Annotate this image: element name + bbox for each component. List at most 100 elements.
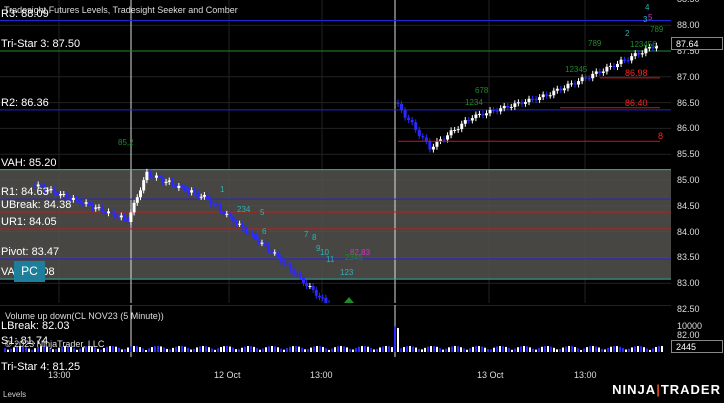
volume-bar xyxy=(607,347,609,352)
volume-bar xyxy=(604,349,606,352)
candle-body xyxy=(228,213,232,217)
volume-bar xyxy=(235,349,237,352)
volume-bar xyxy=(358,346,360,352)
volume-bar xyxy=(178,346,180,352)
candle-body xyxy=(424,137,428,142)
volume-bar xyxy=(481,346,483,352)
candle-body xyxy=(534,98,538,100)
volume-bar xyxy=(103,348,105,352)
candle-body xyxy=(196,192,200,197)
pc-button[interactable]: PC xyxy=(14,261,45,282)
candle-body xyxy=(186,190,190,193)
candle-body xyxy=(129,212,133,222)
volume-bar xyxy=(205,346,207,352)
candle-body xyxy=(580,77,584,82)
volume-bar xyxy=(292,346,294,352)
volume-bar xyxy=(280,348,282,352)
volume-bar xyxy=(10,348,12,352)
candle-body xyxy=(460,123,464,130)
candle-body xyxy=(266,244,270,251)
candle-body xyxy=(396,102,400,104)
candle-body xyxy=(626,60,630,62)
price-tick: 87.50 xyxy=(677,46,700,56)
volume-bar xyxy=(382,346,384,352)
volume-bar xyxy=(475,346,477,352)
level-label: UBreak: 84.38 xyxy=(1,198,72,211)
candle-body xyxy=(167,180,171,182)
chart-title: Tradesight Futures Levels, Tradesight Se… xyxy=(4,5,238,15)
candle-body xyxy=(68,198,72,200)
candle-body xyxy=(552,90,556,96)
volume-bar xyxy=(223,346,225,352)
volume-bar xyxy=(301,347,303,352)
candle-body xyxy=(308,286,312,288)
candle-body xyxy=(190,190,194,193)
candle-body xyxy=(545,94,549,96)
annotation-label: 8 xyxy=(658,131,664,142)
volume-bar xyxy=(307,349,309,352)
volume-last-tag: 2445 xyxy=(671,340,723,353)
volume-bar xyxy=(400,348,402,352)
candle-body xyxy=(298,274,302,277)
volume-bar xyxy=(526,346,528,352)
candle-body xyxy=(598,71,602,73)
volume-bar xyxy=(136,346,138,352)
volume-bar xyxy=(385,346,387,352)
volume-bar xyxy=(28,348,30,352)
candle-body xyxy=(295,274,299,276)
volume-bar xyxy=(196,347,198,352)
candle-body xyxy=(428,141,432,150)
volume-bar xyxy=(52,349,54,352)
volume-bar xyxy=(442,349,444,352)
tab-levels[interactable]: Levels xyxy=(3,390,27,399)
seeker-count: 3 xyxy=(643,15,648,24)
candle-body xyxy=(202,195,206,197)
candle-body xyxy=(502,105,506,109)
candle-body xyxy=(516,102,520,104)
seeker-count: 678 xyxy=(475,86,489,95)
seeker-count: 7 xyxy=(304,230,309,239)
volume-bar xyxy=(577,348,579,352)
volume-bar xyxy=(493,347,495,352)
volume-bar xyxy=(388,346,390,352)
volume-bar xyxy=(106,346,108,352)
volume-bar xyxy=(343,346,345,352)
volume-panel[interactable] xyxy=(0,305,671,357)
seeker-count: 85,2 xyxy=(118,138,134,147)
volume-bar xyxy=(352,349,354,352)
candle-body xyxy=(154,175,158,178)
time-label: 13:00 xyxy=(310,370,333,380)
price-tick: 82.00 xyxy=(677,329,700,340)
candle-body xyxy=(94,207,98,209)
volume-bar xyxy=(490,349,492,352)
candle-body xyxy=(467,120,471,122)
volume-bar xyxy=(586,347,588,352)
volume-bar xyxy=(544,346,546,352)
volume-bar xyxy=(94,347,96,352)
candle-body xyxy=(566,83,570,89)
candle-body xyxy=(456,129,460,131)
volume-bar xyxy=(244,346,246,352)
candle-body xyxy=(417,129,421,137)
seeker-count: 789 xyxy=(650,25,664,34)
candle-body xyxy=(170,180,174,185)
candle-body xyxy=(587,78,591,80)
brand-logo: NINJA|TRADER xyxy=(612,382,721,397)
volume-bar xyxy=(277,347,279,352)
volume-bar xyxy=(424,347,426,352)
seeker-count: 4 xyxy=(645,3,650,12)
volume-bar xyxy=(175,346,177,352)
volume-bar xyxy=(295,346,297,352)
candle-body xyxy=(199,196,203,198)
candle-body xyxy=(302,276,305,283)
volume-bar xyxy=(652,348,654,352)
price-axis[interactable] xyxy=(671,0,724,357)
volume-bar xyxy=(298,346,300,352)
volume-bar xyxy=(202,346,204,352)
candle-body xyxy=(206,195,210,200)
volume-bar xyxy=(316,346,318,352)
volume-bar xyxy=(478,346,480,352)
candle-body xyxy=(276,252,280,257)
